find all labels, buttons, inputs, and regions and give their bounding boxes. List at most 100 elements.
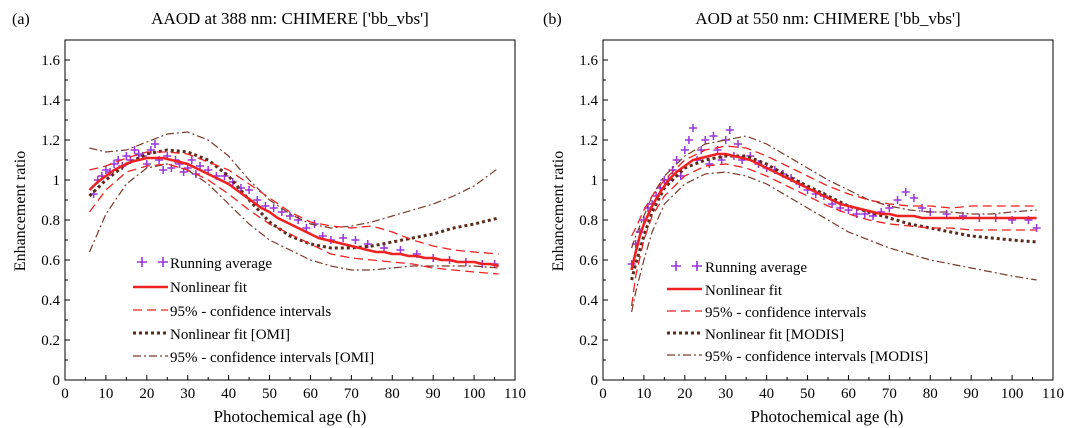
panel-b-data-point	[893, 196, 902, 204]
panel-b-x-tick-label: 50	[800, 386, 815, 402]
panel-a-data-point	[134, 150, 143, 158]
panel-a-series-95-confidence-intervals-omi-upper	[89, 131, 499, 229]
panel-b-series-nonlinear-fit	[630, 152, 1037, 271]
panel-b-x-tick-label: 90	[964, 386, 979, 402]
panel-b-x-tick-label: 20	[677, 386, 692, 402]
panel-b-series-nonlinear-fit-modis	[630, 154, 1037, 281]
panel-b-data-point	[725, 126, 734, 134]
panel-a-plot-area	[88, 131, 499, 275]
panel-a-x-tick-label: 10	[98, 386, 113, 402]
panel-a-x-tick-label: 70	[344, 386, 359, 402]
panel-b-x-tick-label: 30	[718, 386, 733, 402]
panel-b-data-point	[734, 140, 742, 148]
panel-b-x-tick-label: 80	[923, 386, 938, 402]
panel-b-title: AOD at 550 nm: CHIMERE ['bb_vbs']	[695, 9, 960, 28]
panel-a-data-point	[151, 140, 159, 148]
panel-a-ticks: 0 10 20 30 40 50 60 70 80 90 100 110 0 0.2 0.4 0.6 0.8 1 1…	[41, 53, 526, 402]
panel-a-data-point	[122, 152, 131, 160]
panel-b-y-tick-label: 1.2	[579, 133, 598, 149]
panel-a-series-nonlinear-fit	[88, 156, 499, 268]
panel-a-y-tick-label: 1.4	[41, 93, 60, 109]
panel-a-x-tick-label: 40	[221, 386, 236, 402]
panel-b-y-axis-title: Enhancement ratio	[550, 151, 567, 271]
panel-b-y-tick-label: 0.8	[579, 213, 598, 229]
panel-a-data-point	[187, 156, 196, 164]
panel-a-legend-ci: 95% - confidence intervals	[170, 304, 331, 320]
panel-b-data-point	[717, 156, 726, 164]
panel-b-x-tick-label: 110	[1042, 386, 1064, 402]
panel-b-data-point	[672, 156, 681, 164]
panel-b-x-tick-label: 60	[841, 386, 856, 402]
panel-b-data-point	[942, 210, 951, 218]
panel-b-legend-swatch-running-average	[671, 261, 702, 271]
panel-a-legend: Running average Nonlinear fit 95% - conf…	[133, 256, 374, 366]
panel-a-x-tick-label: 20	[139, 386, 154, 402]
panel-b-data-point	[1032, 224, 1041, 232]
panel-a-data-point	[339, 234, 348, 242]
panel-b-legend-modis-fit: Nonlinear fit [MODIS]	[705, 327, 844, 343]
panel-b-plot-area	[627, 124, 1041, 313]
panel-a-data-point	[351, 236, 360, 244]
panel-b-data-point	[844, 206, 853, 214]
panel-a-legend-swatch-running-average	[137, 257, 168, 267]
panel-a-legend-omi-fit: Nonlinear fit [OMI]	[170, 327, 290, 343]
panel-b-legend-modis-ci: 95% - confidence intervals [MODIS]	[705, 349, 928, 365]
panel-b-label: (b)	[543, 11, 562, 28]
panel-a-x-tick-label: 90	[426, 386, 441, 402]
panel-a-series-95-confidence-intervals-lower	[88, 163, 499, 275]
panel-b-legend: Running average Nonlinear fit 95% - conf…	[667, 260, 928, 365]
panel-b-y-tick-label: 0.6	[579, 253, 598, 269]
panel-b-legend-ci: 95% - confidence intervals	[705, 305, 866, 321]
panel-a: (a) AAOD at 388 nm: CHIMERE ['bb_vbs'] E…	[12, 9, 526, 426]
panel-a-x-tick-label: 60	[303, 386, 318, 402]
panel-a-x-tick-label: 50	[262, 386, 277, 402]
panel-b-y-tick-label: 0.2	[579, 333, 598, 349]
panel-b-y-tick-label: 1.6	[579, 53, 598, 69]
panel-a-data-point	[269, 204, 278, 212]
panel-a-data-point	[380, 244, 389, 252]
panel-b-frame	[602, 39, 1054, 381]
panel-a-y-tick-label: 0.8	[41, 213, 60, 229]
panel-b-x-tick-label: 10	[636, 386, 651, 402]
panel-a-series-nonlinear-fit-omi	[88, 148, 499, 250]
panel-a-data-point	[146, 146, 155, 154]
panel-a-data-point	[245, 186, 254, 194]
panel-a-x-tick-label: 80	[385, 386, 400, 402]
panel-b-series-running-average	[627, 124, 1041, 268]
panel-a-legend-running-average: Running average	[170, 256, 272, 272]
panel-a-series-95-confidence-intervals-omi-lower	[88, 163, 499, 271]
panel-a-label: (a)	[12, 11, 30, 28]
panel-a-data-point	[253, 196, 262, 204]
panel-b-x-tick-label: 70	[882, 386, 897, 402]
panel-b-data-point	[701, 136, 710, 144]
panel-a-data-point	[286, 212, 294, 220]
panel-a-x-axis-title: Photochemical age (h)	[214, 407, 367, 426]
panel-a-y-axis-title: Enhancement ratio	[12, 151, 29, 271]
panel-b-series-95-confidence-intervals-modis-lower	[631, 171, 1037, 313]
panel-a-x-tick-label: 30	[180, 386, 195, 402]
panel-a-data-point	[101, 166, 110, 174]
panel-b-x-tick-label: 40	[759, 386, 774, 402]
panel-a-legend-nonlinear-fit: Nonlinear fit	[170, 280, 248, 296]
panel-b-data-point	[680, 146, 689, 154]
panel-b-y-tick-label: 1	[591, 173, 599, 189]
panel-a-data-point	[363, 240, 372, 248]
panel-b-x-tick-label: 0	[599, 386, 607, 402]
panel-b-y-tick-label: 0.4	[579, 293, 598, 309]
panel-b-x-tick-label: 100	[1001, 386, 1024, 402]
panel-a-legend-omi-ci: 95% - confidence intervals [OMI]	[170, 350, 374, 366]
panel-b-data-point	[689, 124, 697, 132]
panel-b-legend-running-average: Running average	[705, 260, 807, 276]
panel-a-data-point	[159, 166, 168, 174]
panel-b: (b) AOD at 550 nm: CHIMERE ['bb_vbs'] En…	[543, 9, 1064, 426]
panel-a-x-tick-label: 0	[61, 386, 69, 402]
panel-a-data-point	[130, 146, 139, 154]
panel-b-ticks: 0 10 20 30 40 50 60 70 80 90 100 110 0 0.2 0.4 0.6 0.8 1 1…	[579, 53, 1064, 402]
panel-b-data-point	[918, 204, 927, 212]
panel-b-data-point	[709, 132, 718, 140]
panel-a-y-tick-label: 0	[53, 373, 61, 389]
panel-b-y-tick-label: 0	[591, 373, 599, 389]
panel-b-legend-nonlinear-fit: Nonlinear fit	[705, 283, 783, 299]
panel-a-y-tick-label: 1	[53, 173, 61, 189]
